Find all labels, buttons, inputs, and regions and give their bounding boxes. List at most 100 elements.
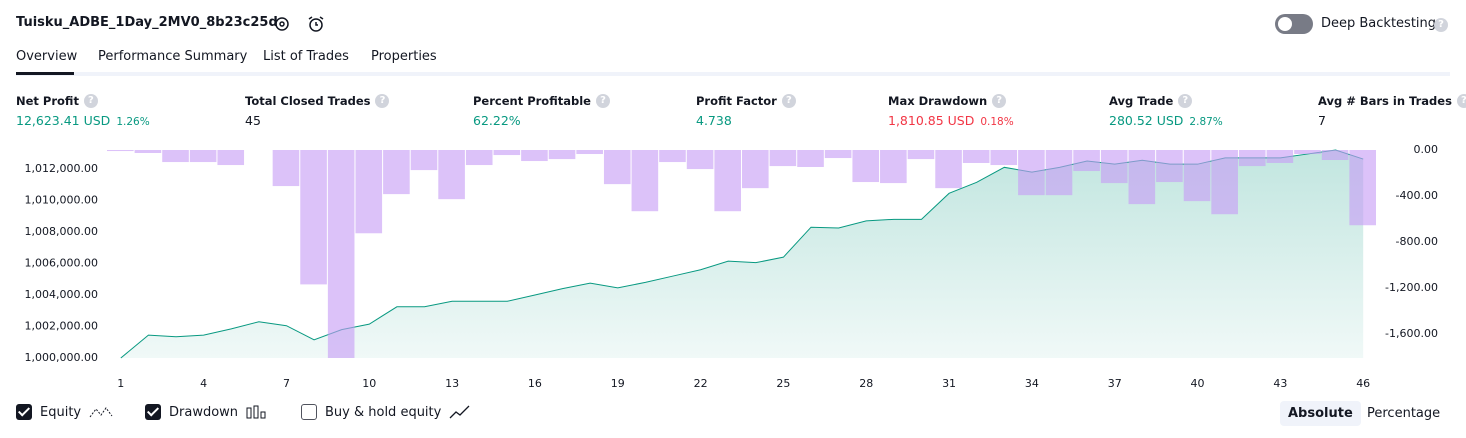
x-tick-label: 40 <box>1191 377 1205 390</box>
drawdown-bar <box>935 150 962 189</box>
y2-tick-label: -400.00 <box>1396 189 1438 202</box>
drawdown-bar <box>824 150 852 159</box>
drawdown-bar <box>1073 150 1100 172</box>
toggle-switch[interactable] <box>1275 14 1313 34</box>
drawdown-bar <box>438 150 465 200</box>
metric-label: Total Closed Trades? <box>245 94 390 108</box>
drawdown-bar <box>355 150 383 234</box>
drawdown-bar <box>1128 150 1156 205</box>
drawdown-bar <box>134 150 162 153</box>
metric-value-text: 280.52 USD <box>1109 113 1184 128</box>
drawdown-bar <box>880 150 907 184</box>
metric-label: Max Drawdown? <box>888 94 1007 108</box>
drawdown-bar <box>907 150 935 160</box>
tab-rule <box>16 72 1450 76</box>
x-tick-label: 34 <box>1025 377 1039 390</box>
metric-value-text: 45 <box>245 113 261 128</box>
buyhold-checkbox[interactable]: Buy & hold equity <box>301 404 471 420</box>
drawdown-bar <box>1238 150 1266 167</box>
drawdown-bar <box>327 150 355 358</box>
tab[interactable]: Properties <box>371 49 437 64</box>
drawdown-bar <box>383 150 410 195</box>
tab[interactable]: List of Trades <box>263 49 349 64</box>
x-tick-label: 25 <box>776 377 790 390</box>
drawdown-bar <box>631 150 659 212</box>
metric-value: 4.738 <box>696 113 732 128</box>
mode-button[interactable]: Percentage <box>1367 406 1441 421</box>
metric-value-text: 4.738 <box>696 113 732 128</box>
info-icon: ? <box>1456 94 1466 108</box>
metric-value: 1,810.85 USD 0.18% <box>888 113 1014 128</box>
metric-value-text: 62.22% <box>473 113 521 128</box>
drawdown-bar <box>1349 150 1376 226</box>
metric-label: Avg Trade? <box>1109 94 1193 108</box>
metric-label-text: Total Closed Trades <box>245 94 371 108</box>
drawdown-bar <box>410 150 438 171</box>
drawdown-bar <box>162 150 189 163</box>
drawdown-bar <box>1100 150 1128 184</box>
metric-pct: 1.26% <box>116 116 150 128</box>
metric-label-text: Avg # Bars in Trades <box>1318 94 1452 108</box>
drawdown-bar <box>659 150 686 163</box>
tab[interactable]: Performance Summary <box>98 49 248 64</box>
legend-label: Buy & hold equity <box>325 404 442 420</box>
drawdown-bar <box>189 150 217 163</box>
x-tick-label: 31 <box>942 377 956 390</box>
drawdown-bar <box>1156 150 1183 183</box>
drawdown-bar <box>797 150 824 167</box>
equity-area <box>120 150 1364 358</box>
drawdown-bar <box>1321 150 1349 160</box>
metric-value: 280.52 USD 2.87% <box>1109 113 1223 128</box>
metric-label-text: Profit Factor <box>696 94 777 108</box>
equity-line <box>120 149 1364 359</box>
drawdown-bar <box>1294 150 1321 155</box>
x-tick-label: 4 <box>200 377 207 390</box>
metric-label: Percent Profitable? <box>473 94 610 108</box>
toggle-label: Deep Backtesting <box>1321 16 1437 31</box>
x-tick-label: 19 <box>611 377 625 390</box>
x-tick-label: 46 <box>1356 377 1370 390</box>
drawdown-bar <box>852 150 880 183</box>
drawdown-bar <box>686 150 714 170</box>
metric-label: Avg # Bars in Trades? <box>1318 94 1466 108</box>
mode-button[interactable]: Absolute <box>1280 401 1361 426</box>
header-icons <box>275 16 324 32</box>
drawdown-bar <box>272 150 300 187</box>
tab[interactable]: Overview <box>16 49 78 64</box>
y-tick-label: 1,012,000.00 <box>25 162 98 175</box>
info-icon: ? <box>1434 18 1448 32</box>
y-tick-label: 1,004,000.00 <box>25 288 98 301</box>
x-tick-label: 16 <box>528 377 542 390</box>
metric-value: 7 <box>1318 113 1326 128</box>
drawdown-bar <box>1211 150 1238 215</box>
x-tick-label: 43 <box>1273 377 1287 390</box>
metric-value: 62.22% <box>473 113 521 128</box>
drawdown-bar <box>521 150 548 162</box>
legend-label: Equity <box>40 404 82 420</box>
drawdown-checkbox[interactable]: Drawdown <box>145 404 268 420</box>
y2-tick-label: -1,600.00 <box>1385 327 1438 340</box>
drawdown-bar <box>962 150 990 163</box>
metric-pct: 2.87% <box>1189 116 1223 128</box>
drawdown-bar <box>300 150 327 285</box>
x-tick-label: 1 <box>117 377 124 390</box>
drawdown-bar <box>1045 150 1073 196</box>
metric-value: 12,623.41 USD 1.26% <box>16 113 150 128</box>
metric-value: 45 <box>245 113 261 128</box>
info-icon: ? <box>1178 94 1193 108</box>
equity-checkbox[interactable]: Equity <box>16 404 115 420</box>
y2-tick-label: -800.00 <box>1396 235 1438 248</box>
chart: 1,000,000.00 1,002,000.00 1,004,000.00 1,00… <box>25 143 1438 390</box>
x-tick-label: 13 <box>445 377 459 390</box>
metric-label-text: Avg Trade <box>1109 94 1174 108</box>
y-tick-label: 1,000,000.00 <box>25 351 98 364</box>
strategy-title: Tuisku_ADBE_1Day_2MV0_8b23c25d <box>16 15 278 30</box>
metric-label: Net Profit? <box>16 94 98 108</box>
x-tick-label: 10 <box>362 377 376 390</box>
tab-underline <box>16 72 74 75</box>
metric-label-text: Max Drawdown <box>888 94 988 108</box>
metric-value-text: 1,810.85 USD <box>888 113 975 128</box>
legend-label: Drawdown <box>169 404 239 420</box>
drawdown-bar <box>990 150 1018 166</box>
